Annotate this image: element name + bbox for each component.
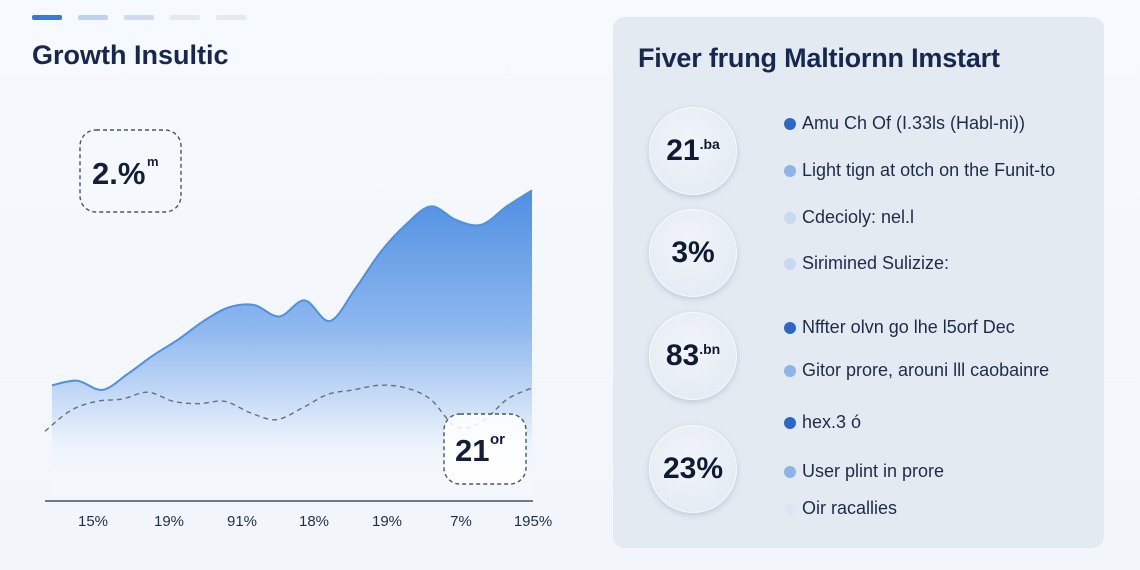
chart-title: Growth Insultic xyxy=(32,40,229,70)
annotation-lower-box xyxy=(443,413,527,485)
stat-circle-2: 3% xyxy=(649,209,737,297)
x-tick-label: 18% xyxy=(299,513,329,530)
bullet-item-7: hex.3 ó xyxy=(784,412,861,433)
tab-indicator-3[interactable] xyxy=(124,15,154,20)
x-tick-label: 19% xyxy=(154,513,184,530)
bullet-item-5: Nffter olvn go lhe l5orf Dec xyxy=(784,317,1015,338)
annotation-lower: 21 or xyxy=(443,413,527,485)
tab-indicator-5[interactable] xyxy=(216,15,246,20)
annotation-upper: 2.% m xyxy=(79,129,182,213)
tab-indicator-2[interactable] xyxy=(78,15,108,20)
area-series-line xyxy=(51,189,533,391)
bullet-dot-icon xyxy=(784,321,796,334)
annotation-lower-suffix: or xyxy=(490,431,505,448)
stat-value-4: 23% xyxy=(662,452,724,485)
bullet-text: Amu Ch Of (I.33ls (Habl-ni)) xyxy=(802,113,1026,133)
x-tick-label: 91% xyxy=(227,513,257,530)
stats-panel: Fiver frung Maltiornn Imstart 21.ba 3% 8… xyxy=(613,17,1104,548)
bullet-text: hex.3 ó xyxy=(802,412,862,432)
tab-strip xyxy=(32,15,246,20)
x-tick-label: 7% xyxy=(450,513,472,530)
bullet-text: User plint in prore xyxy=(802,461,945,481)
bullet-dot-icon xyxy=(784,416,796,429)
tab-indicator-1[interactable] xyxy=(32,15,62,20)
bullet-dot-icon xyxy=(784,502,796,515)
bullet-text: Gitor prore, arouni lll caobainre xyxy=(802,360,1050,380)
x-axis-ticks: 15% 19% 91% 18% 19% 7% 195% xyxy=(78,513,552,530)
bullet-text: Sirimined Sulizize: xyxy=(802,253,950,273)
bullet-dot-icon xyxy=(784,465,796,478)
bullet-item-8: User plint in prore xyxy=(784,461,944,482)
area-chart: 2.% m 21 or 15% 19% 91% 18% 19% 7% 195% xyxy=(44,129,552,530)
stat-value-1: 21.ba xyxy=(666,134,720,167)
x-tick-label: 195% xyxy=(514,513,552,530)
annotation-upper-value: 2.% xyxy=(92,156,145,191)
bullet-dot-icon xyxy=(784,117,796,130)
area-series-fill xyxy=(52,190,532,500)
bullet-text: Light tign at otch on the Funit-to xyxy=(802,160,1056,180)
stat-value-3: 83.bn xyxy=(665,339,721,372)
bullet-item-2: Light tign at otch on the Funit-to xyxy=(784,160,1055,181)
annotation-upper-suffix: m xyxy=(147,154,159,169)
x-tick-label: 19% xyxy=(372,513,402,530)
bullet-dot-icon xyxy=(784,164,796,177)
stat-circle-1: 21.ba xyxy=(649,107,737,195)
bullet-text: Cdecioly: nel.l xyxy=(802,207,915,227)
bullet-item-9: Oir racallies xyxy=(784,498,897,519)
panel-title: Fiver frung Maltiornn Imstart xyxy=(638,43,1000,73)
bullet-dot-icon xyxy=(784,364,796,377)
bullet-item-4: Sirimined Sulizize: xyxy=(784,253,949,274)
bullet-dot-icon xyxy=(784,257,796,270)
stat-circle-4: 23% xyxy=(649,425,737,513)
bullet-item-1: Amu Ch Of (I.33ls (Habl-ni)) xyxy=(784,113,1025,134)
bullet-text: Oir racallies xyxy=(802,498,898,518)
x-tick-label: 15% xyxy=(78,513,108,530)
bullet-dot-icon xyxy=(784,211,796,224)
plot-area xyxy=(44,189,534,500)
tab-indicator-4[interactable] xyxy=(170,15,200,20)
bullet-item-6: Gitor prore, arouni lll caobainre xyxy=(784,360,1049,381)
annotation-upper-box xyxy=(79,129,182,213)
stat-circle-3: 83.bn xyxy=(649,312,737,400)
bullet-text: Nffter olvn go lhe l5orf Dec xyxy=(802,317,1015,337)
stat-value-2: 3% xyxy=(671,236,715,269)
annotation-lower-value: 21 xyxy=(455,433,489,468)
bullet-item-3: Cdecioly: nel.l xyxy=(784,207,914,228)
